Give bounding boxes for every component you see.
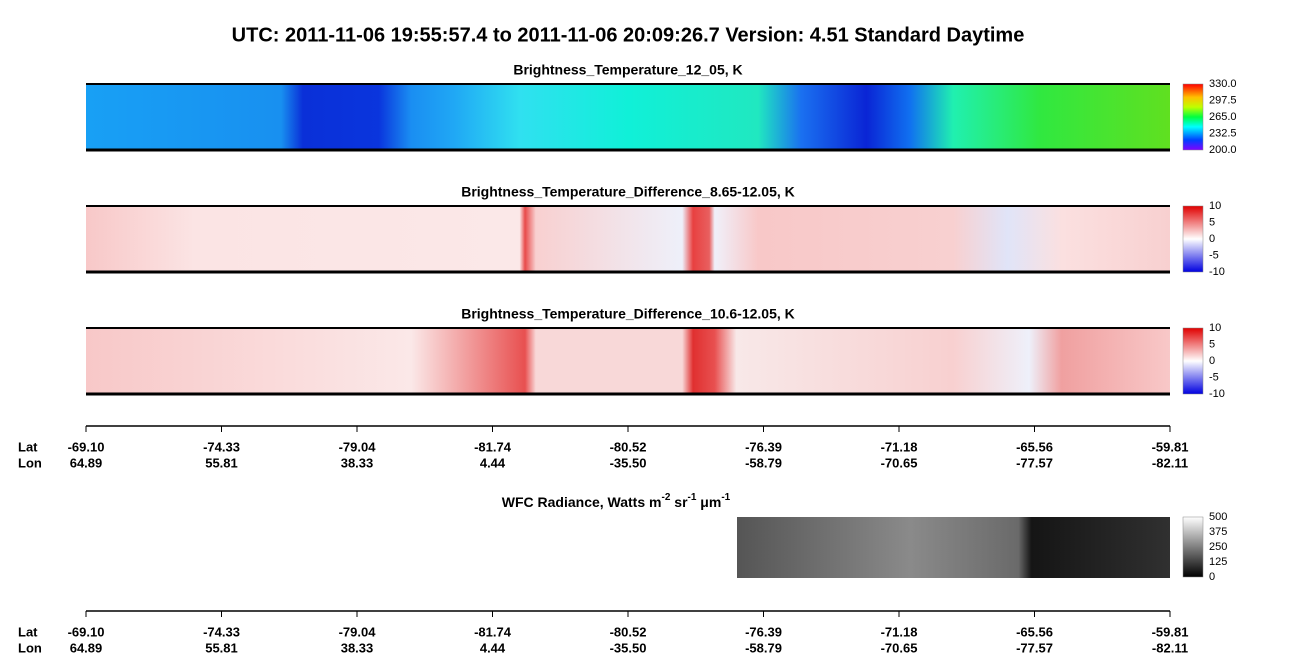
panels: Brightness_Temperature_12_05, K 330.0 297.… [18,62,1237,656]
lon-label: 64.89 [70,640,103,655]
lon-label: -82.11 [1152,640,1188,655]
lat-label: -81.74 [474,439,512,454]
lat-label: -74.33 [203,624,240,639]
colorbar-tick-label: 5 [1209,338,1215,350]
panel-title: WFC Radiance, Watts m-2 sr-1 μm-1 [502,492,731,510]
row-label: Lon [18,455,42,470]
colorbar [1182,327,1204,395]
superscript: -1 [688,492,697,503]
heatmap [86,206,1170,272]
row-label: Lon [18,640,42,655]
colorbar-tick-label: 0 [1209,571,1215,583]
lat-label: -81.74 [474,624,512,639]
lon-label: -58.79 [745,640,782,655]
lat-label: -79.04 [339,439,377,454]
lat-label: -71.18 [881,624,918,639]
colorbar-tick-label: -5 [1209,249,1219,261]
lat-label: -65.56 [1016,624,1053,639]
lat-label: -69.10 [68,624,105,639]
heatmap [86,328,1170,394]
colorbar-tick-label: 5 [1209,216,1215,228]
lat-label: -79.04 [339,624,377,639]
title-part: WFC Radiance, Watts m [502,494,662,510]
lat-label: -80.52 [610,624,647,639]
colorbar-tick-label: 500 [1209,511,1227,523]
lat-label: -69.10 [68,439,105,454]
colorbar-tick-label: 232.5 [1209,127,1237,139]
lon-label: 4.44 [480,640,506,655]
colorbar-tick-label: 200.0 [1209,144,1237,156]
colorbar-tick-label: 10 [1209,322,1221,334]
colorbar-tick-label: 375 [1209,526,1227,538]
lon-label: -35.50 [610,455,647,470]
superscript: -1 [721,492,730,503]
lon-label: 4.44 [480,455,506,470]
lat-label: -74.33 [203,439,240,454]
colorbar-tick-label: 297.5 [1209,94,1237,106]
lon-label: 55.81 [205,455,238,470]
lon-label: -58.79 [745,455,782,470]
panel-title: Brightness_Temperature_Difference_8.65-1… [461,184,795,200]
lat-label: -76.39 [745,439,782,454]
lon-label: 38.33 [341,455,374,470]
wfc-image [737,517,1170,578]
lon-label: -35.50 [610,640,647,655]
lon-label: 55.81 [205,640,238,655]
colorbar-tick-label: 10 [1209,200,1221,212]
lon-label: 64.89 [70,455,103,470]
colorbar-tick-label: 265.0 [1209,111,1237,123]
lat-label: -59.81 [1152,624,1189,639]
colorbar-tick-label: -5 [1209,371,1219,383]
lon-label: -70.65 [881,455,918,470]
row-label: Lat [18,624,38,639]
lat-label: -76.39 [745,624,782,639]
superscript: -2 [661,492,670,503]
title-part: μm [696,494,721,510]
row-label: Lat [18,439,38,454]
lon-label: -77.57 [1016,640,1053,655]
page-title: UTC: 2011-11-06 19:55:57.4 to 2011-11-06… [232,24,1025,46]
colorbar-tick-label: -10 [1209,388,1225,400]
panel-title: Brightness_Temperature_Difference_10.6-1… [461,306,795,322]
lat-label: -71.18 [881,439,918,454]
lon-label: -77.57 [1016,455,1053,470]
lon-label: -70.65 [881,640,918,655]
colorbar-tick-label: 0 [1209,233,1215,245]
lat-label: -80.52 [610,439,647,454]
colorbar-tick-label: 125 [1209,556,1227,568]
colorbar [1182,516,1204,578]
panel-title: Brightness_Temperature_12_05, K [513,62,742,78]
lon-label: -82.11 [1152,455,1188,470]
colorbar-tick-label: 0 [1209,355,1215,367]
lon-label: 38.33 [341,640,374,655]
colorbar [1182,205,1204,273]
colorbar-tick-label: -10 [1209,266,1225,278]
heatmap [86,84,1170,150]
lat-label: -59.81 [1152,439,1189,454]
colorbar-tick-label: 330.0 [1209,78,1237,90]
colorbar-tick-label: 250 [1209,541,1227,553]
lat-label: -65.56 [1016,439,1053,454]
title-part: sr [670,494,688,510]
colorbar [1182,83,1204,151]
